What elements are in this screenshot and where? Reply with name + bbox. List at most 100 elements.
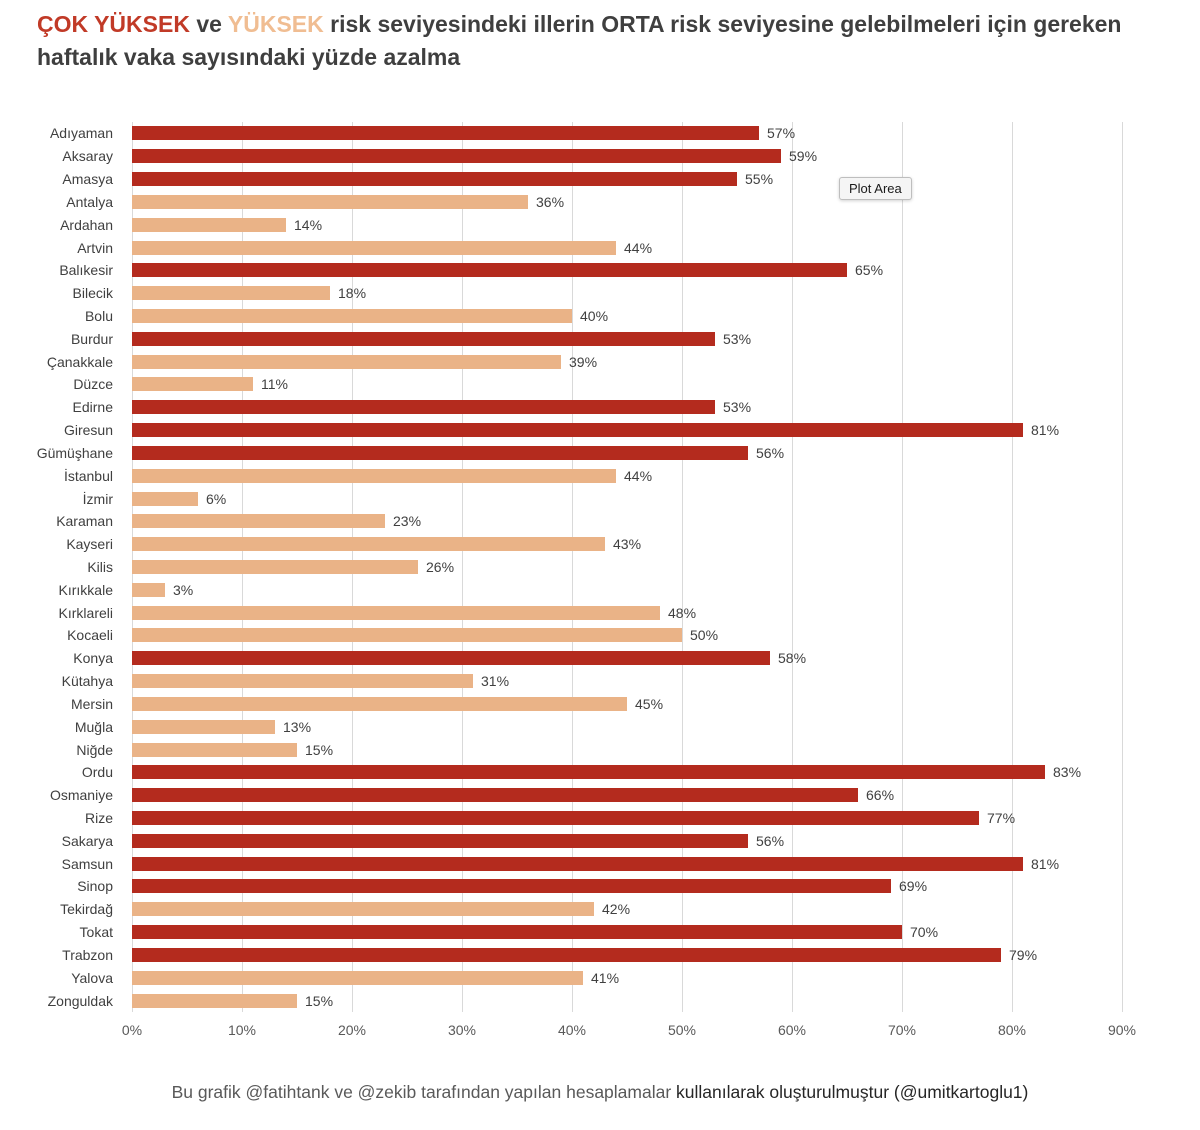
category-label: Bilecik <box>72 285 113 302</box>
bar[interactable] <box>132 811 979 826</box>
bar-row: 40% <box>132 305 1122 328</box>
bar-row: 65% <box>132 259 1122 282</box>
category-label: Edirne <box>72 399 113 416</box>
gridline <box>902 122 903 1012</box>
gridline <box>682 122 683 1012</box>
bar-row: 77% <box>132 807 1122 830</box>
title-segment-very-high: ÇOK YÜKSEK <box>37 11 190 37</box>
data-label: 83% <box>1053 764 1082 781</box>
bar[interactable] <box>132 833 748 848</box>
x-tick-label: 70% <box>887 1022 917 1038</box>
bar[interactable] <box>132 879 891 894</box>
data-label: 3% <box>173 581 194 598</box>
bar[interactable] <box>132 582 165 597</box>
bar[interactable] <box>132 742 297 757</box>
category-label: Yalova <box>71 969 113 986</box>
category-label: Çanakkale <box>46 353 113 370</box>
category-label: Kilis <box>87 558 113 575</box>
bar[interactable] <box>132 308 572 323</box>
data-label: 59% <box>789 148 818 165</box>
bar[interactable] <box>132 605 660 620</box>
bar[interactable] <box>132 172 737 187</box>
bar[interactable] <box>132 514 385 529</box>
data-label: 53% <box>723 399 752 416</box>
data-label: 13% <box>283 718 312 735</box>
bar[interactable] <box>132 354 561 369</box>
data-label: 77% <box>987 810 1016 827</box>
bar[interactable] <box>132 240 616 255</box>
bar-row: 15% <box>132 738 1122 761</box>
plot-area[interactable]: 57% 59% 55% 36% 14% 44% 65% 18% 40% 53% 39% 11% 53% 8… <box>132 122 1123 1012</box>
data-label: 18% <box>338 285 367 302</box>
data-label: 14% <box>294 216 323 233</box>
bar-row: 18% <box>132 282 1122 305</box>
category-label: Kırıkkale <box>58 581 113 598</box>
data-label: 43% <box>613 536 642 553</box>
category-label: Karaman <box>56 513 113 530</box>
data-label: 44% <box>624 239 653 256</box>
category-label: Sakarya <box>61 832 113 849</box>
bar[interactable] <box>132 331 715 346</box>
bar[interactable] <box>132 445 748 460</box>
category-label: Adıyaman <box>49 125 113 142</box>
category-label: Ardahan <box>60 216 113 233</box>
bar[interactable] <box>132 377 253 392</box>
bar[interactable] <box>132 559 418 574</box>
category-label: Samsun <box>61 855 113 872</box>
category-label: Kütahya <box>61 673 113 690</box>
category-axis: Adıyaman Aksaray Amasya Antalya Ardahan Artvi… <box>0 122 122 1012</box>
bar[interactable] <box>132 970 583 985</box>
x-tick-label: 40% <box>557 1022 587 1038</box>
bar[interactable] <box>132 856 1023 871</box>
bar-row: 31% <box>132 670 1122 693</box>
data-label: 50% <box>690 627 719 644</box>
data-label: 53% <box>723 330 752 347</box>
bar[interactable] <box>132 993 297 1008</box>
bar[interactable] <box>132 126 759 141</box>
bar-row: 55% <box>132 168 1122 191</box>
bar[interactable] <box>132 423 1023 438</box>
data-label: 79% <box>1009 946 1038 963</box>
bar[interactable] <box>132 286 330 301</box>
bar-row: 14% <box>132 213 1122 236</box>
bar[interactable] <box>132 263 847 278</box>
bar-row: 48% <box>132 601 1122 624</box>
bar[interactable] <box>132 468 616 483</box>
bar-row: 3% <box>132 578 1122 601</box>
bar[interactable] <box>132 902 594 917</box>
bar[interactable] <box>132 719 275 734</box>
bar-row: 56% <box>132 829 1122 852</box>
bar[interactable] <box>132 651 770 666</box>
title-segment-connector: ve <box>189 11 228 37</box>
value-axis: 0% 10% 20% 30% 40% 50% 60% 70% 80% 90% <box>122 1022 1136 1042</box>
bar[interactable] <box>132 400 715 415</box>
data-label: 31% <box>481 673 510 690</box>
category-label: Sinop <box>77 878 113 895</box>
category-label: Giresun <box>63 422 113 439</box>
bar-row: 66% <box>132 784 1122 807</box>
bar[interactable] <box>132 765 1045 780</box>
bar[interactable] <box>132 628 682 643</box>
bar[interactable] <box>132 149 781 164</box>
bar[interactable] <box>132 217 286 232</box>
x-tick-label: 30% <box>447 1022 477 1038</box>
plot-area-tooltip: Plot Area <box>839 177 912 200</box>
category-label: Ordu <box>81 764 113 781</box>
bar[interactable] <box>132 947 1001 962</box>
category-label: Antalya <box>66 193 113 210</box>
category-label: Bolu <box>84 307 113 324</box>
bar-row: 11% <box>132 373 1122 396</box>
bar[interactable] <box>132 537 605 552</box>
title-segment-rest: risk seviyesindeki illerin ORTA risk sev… <box>37 11 1122 70</box>
data-label: 41% <box>591 969 620 986</box>
bar[interactable] <box>132 674 473 689</box>
data-label: 57% <box>767 125 796 142</box>
bar[interactable] <box>132 491 198 506</box>
category-label: Burdur <box>70 330 113 347</box>
bar[interactable] <box>132 788 858 803</box>
bar[interactable] <box>132 194 528 209</box>
bar[interactable] <box>132 925 902 940</box>
bar-row: 69% <box>132 875 1122 898</box>
bar[interactable] <box>132 696 627 711</box>
